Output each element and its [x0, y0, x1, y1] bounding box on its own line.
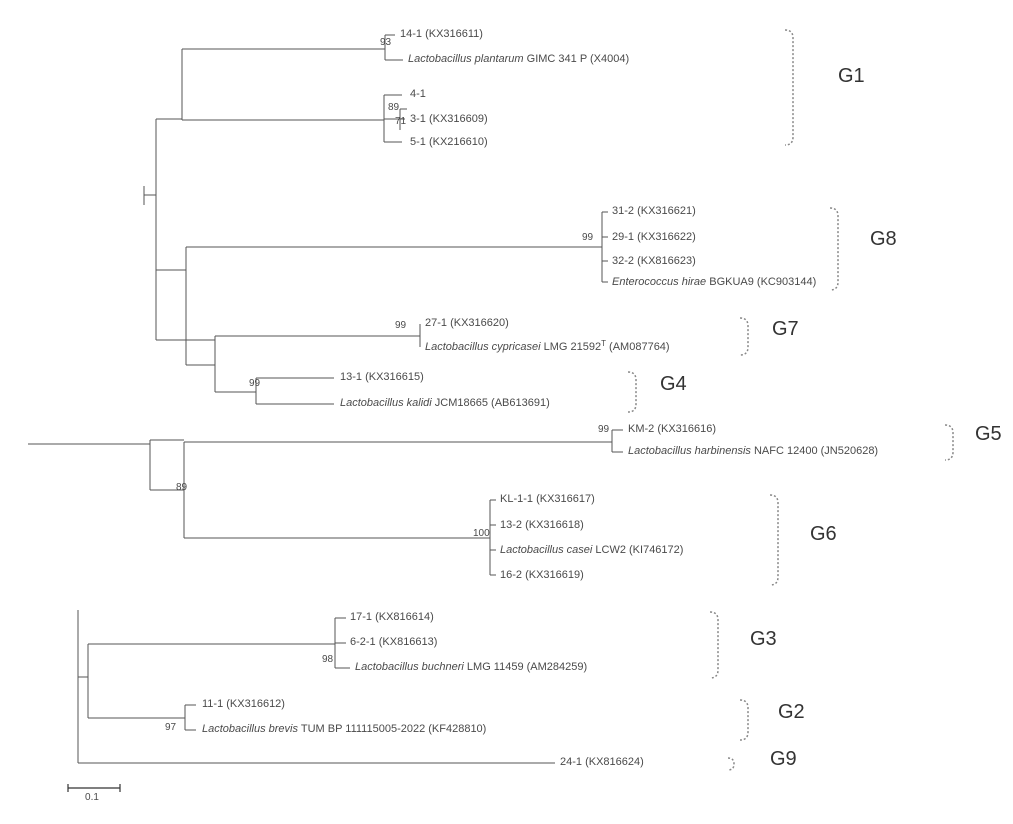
group-bracket [728, 758, 734, 770]
leaf-label: 11-1 (KX316612) [202, 698, 285, 710]
bootstrap-value: 89 [176, 482, 188, 493]
group-label: G1 [838, 65, 865, 87]
leaf-label: Lactobacillus plantarum GIMC 341 P (X400… [408, 53, 629, 65]
bootstrap-value: 99 [249, 378, 261, 389]
leaf-label: 31-2 (KX316621) [612, 205, 696, 217]
leaf-label: Enterococcus hirae BGKUA9 (KC903144) [612, 276, 816, 288]
group-label: G6 [810, 523, 837, 545]
bootstrap-value: 93 [380, 37, 392, 48]
bootstrap-value: 98 [322, 654, 334, 665]
leaf-label: 29-1 (KX316622) [612, 231, 696, 243]
leaf-label: Lactobacillus harbinensis NAFC 12400 (JN… [628, 445, 878, 457]
bootstrap-value: 71 [395, 116, 407, 127]
group-bracket [740, 318, 748, 355]
group-label: G5 [975, 423, 1002, 445]
leaf-label: Lactobacillus casei LCW2 (KI746172) [500, 544, 683, 556]
leaf-label: 3-1 (KX316609) [410, 113, 488, 125]
leaf-label: Lactobacillus cypricasei LMG 21592T (AM0… [425, 339, 670, 353]
leaf-label: KL-1-1 (KX316617) [500, 493, 595, 505]
group-bracket [740, 700, 748, 740]
leaf-label: 24-1 (KX816624) [560, 756, 644, 768]
bootstrap-value: 99 [598, 424, 610, 435]
leaf-label: Lactobacillus buchneri LMG 11459 (AM2842… [355, 661, 587, 673]
group-label: G8 [870, 228, 897, 250]
group-bracket [945, 425, 953, 460]
group-label: G7 [772, 318, 799, 340]
leaf-label: 13-1 (KX316615) [340, 371, 424, 383]
leaf-label: 32-2 (KX816623) [612, 255, 696, 267]
phylogenetic-tree: 14-1 (KX316611) Lactobacillus plantarum G… [0, 0, 1013, 824]
leaf-label: 16-2 (KX316619) [500, 569, 584, 581]
group-label: G2 [778, 701, 805, 723]
group-bracket [628, 372, 636, 412]
leaf-label: 14-1 (KX316611) [400, 28, 483, 40]
bootstrap-value: 99 [582, 232, 594, 243]
group-bracket [785, 30, 793, 145]
bootstrap-value: 100 [473, 528, 490, 539]
leaf-label: Lactobacillus brevis TUM BP 111115005-20… [202, 723, 486, 735]
leaf-label: 17-1 (KX816614) [350, 611, 434, 623]
leaf-label: Lactobacillus kalidi JCM18665 (AB613691) [340, 397, 550, 409]
leaf-label: 4-1 [410, 88, 426, 100]
scale-bar-label: 0.1 [85, 792, 99, 803]
leaf-label: 13-2 (KX316618) [500, 519, 584, 531]
leaf-label: 6-2-1 (KX816613) [350, 636, 437, 648]
group-label: G4 [660, 373, 687, 395]
group-bracket [770, 495, 778, 585]
leaf-label: KM-2 (KX316616) [628, 423, 716, 435]
bootstrap-value: 97 [165, 722, 177, 733]
bootstrap-value: 99 [395, 320, 407, 331]
group-label: G9 [770, 748, 797, 770]
group-bracket [710, 612, 718, 678]
leaf-label: 27-1 (KX316620) [425, 317, 509, 329]
group-bracket [830, 208, 838, 290]
bootstrap-value: 89 [388, 102, 400, 113]
leaf-label: 5-1 (KX216610) [410, 136, 488, 148]
group-label: G3 [750, 628, 777, 650]
